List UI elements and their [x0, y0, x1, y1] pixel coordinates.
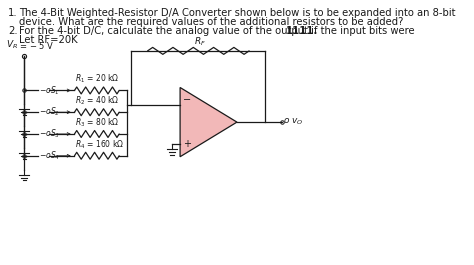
Text: $-$o$S_4$: $-$o$S_4$	[39, 149, 60, 162]
Text: 2.: 2.	[8, 26, 18, 36]
Text: $= -5\ \mathrm{V}$: $= -5\ \mathrm{V}$	[18, 40, 54, 51]
Text: +: +	[183, 139, 191, 149]
Text: 1111.: 1111.	[285, 26, 318, 36]
Text: $R_2$ = 40 kΩ: $R_2$ = 40 kΩ	[75, 95, 119, 107]
Text: Let RF=20K: Let RF=20K	[19, 35, 78, 45]
Text: $o\ v_O$: $o\ v_O$	[283, 117, 304, 127]
Text: For the 4-bit D/C, calculate the analog value of the output if the input bits we: For the 4-bit D/C, calculate the analog …	[19, 26, 418, 36]
Text: $V_R$: $V_R$	[6, 38, 18, 51]
Text: The 4-Bit Weighted-Resistor D/A Converter shown below is to be expanded into an : The 4-Bit Weighted-Resistor D/A Converte…	[19, 8, 456, 18]
Text: $R_F$: $R_F$	[194, 36, 206, 48]
Text: $R_3$ = 80 kΩ: $R_3$ = 80 kΩ	[75, 117, 119, 129]
Text: $-$o$S_2$: $-$o$S_2$	[39, 106, 60, 118]
Text: −: −	[183, 95, 191, 105]
Text: device. What are the required values of the additional resistors to be added?: device. What are the required values of …	[19, 17, 404, 27]
Text: $R_1$ = 20 kΩ: $R_1$ = 20 kΩ	[75, 73, 119, 86]
Polygon shape	[180, 87, 237, 157]
Text: $R_4$ = 160 kΩ: $R_4$ = 160 kΩ	[75, 138, 124, 151]
Text: $-$o$S_1$: $-$o$S_1$	[39, 84, 60, 97]
Text: $-$o$S_3$: $-$o$S_3$	[39, 128, 60, 140]
Text: 1.: 1.	[8, 8, 18, 18]
